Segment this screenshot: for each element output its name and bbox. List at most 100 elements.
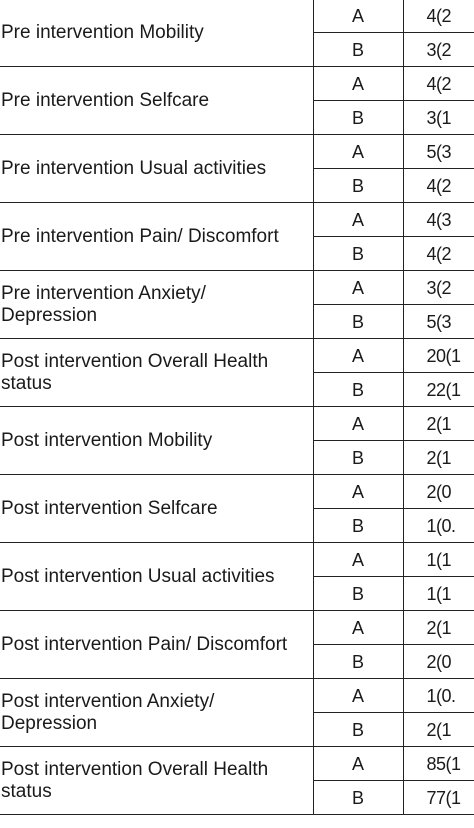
row-label: Pre intervention Mobility bbox=[1, 21, 204, 43]
table-row: B 77(1 bbox=[0, 780, 474, 815]
value-cell: 4(3 bbox=[402, 202, 474, 237]
table-row: Post intervention Anxiety/ Depression A 1(… bbox=[0, 678, 474, 747]
group-cell: B bbox=[312, 440, 404, 475]
row-label: Post intervention Selfcare bbox=[1, 497, 218, 519]
row-label: Post intervention Pain/ Discomfort bbox=[1, 633, 288, 655]
value-text: 1(1 bbox=[426, 583, 452, 604]
group-cell: B bbox=[312, 100, 404, 135]
group-cell: B bbox=[312, 644, 404, 679]
row-label: Pre intervention Pain/ Discomfort bbox=[1, 225, 279, 247]
group-cell: A bbox=[312, 66, 404, 101]
row-label: Pre intervention Usual activities bbox=[1, 157, 267, 179]
group-cell: A bbox=[312, 202, 404, 237]
table-row: B 2(0 bbox=[0, 644, 474, 679]
group-cell: B bbox=[312, 576, 404, 611]
group-cell: B bbox=[312, 508, 404, 543]
value-text: 2(0 bbox=[426, 481, 452, 502]
value-cell: 4(2 bbox=[402, 0, 474, 33]
row-label: Post intervention Overall Health status bbox=[1, 758, 269, 802]
group-cell: A bbox=[312, 542, 404, 577]
value-cell: 2(0 bbox=[402, 474, 474, 509]
row-label: Pre intervention Anxiety/ Depression bbox=[1, 282, 206, 326]
row-label-cell: Pre intervention Pain/ Discomfort bbox=[0, 202, 314, 271]
table-row: B 1(0. bbox=[0, 508, 474, 543]
row-label-cell: Post intervention Pain/ Discomfort bbox=[0, 610, 314, 679]
value-cell: 2(1 bbox=[402, 406, 474, 441]
table-row: Pre intervention Anxiety/ Depression A 3(2 bbox=[0, 270, 474, 339]
value-text: 22(1 bbox=[426, 379, 462, 400]
value-text: 4(3 bbox=[426, 209, 452, 230]
value-text: 4(2 bbox=[426, 243, 452, 264]
group-cell: A bbox=[312, 406, 404, 441]
value-cell: 1(1 bbox=[402, 576, 474, 611]
table-row: Pre intervention Selfcare A 4(2 bbox=[0, 66, 474, 135]
value-text: 2(1 bbox=[426, 719, 452, 740]
value-text: 3(2 bbox=[426, 277, 452, 298]
row-label: Post intervention Usual activities bbox=[1, 565, 275, 587]
table-row: Post intervention Usual activities A 1(1 bbox=[0, 542, 474, 611]
table-row: Post intervention Overall Health status A… bbox=[0, 746, 474, 815]
value-text: 3(1 bbox=[426, 107, 452, 128]
row-label-cell: Post intervention Usual activities bbox=[0, 542, 314, 611]
value-cell: 20(1 bbox=[402, 338, 474, 373]
group-cell: A bbox=[312, 338, 404, 373]
group-cell: A bbox=[312, 746, 404, 781]
value-text: 4(2 bbox=[426, 5, 452, 26]
table-row: B 2(1 bbox=[0, 440, 474, 475]
value-cell: 3(1 bbox=[402, 100, 474, 135]
value-text: 2(1 bbox=[426, 617, 452, 638]
value-cell: 85(1 bbox=[402, 746, 474, 781]
row-label-cell: Pre intervention Usual activities bbox=[0, 134, 314, 203]
value-cell: 5(3 bbox=[402, 134, 474, 169]
group-cell: A bbox=[312, 678, 404, 713]
value-text: 5(3 bbox=[426, 141, 452, 162]
row-label-cell: Pre intervention Anxiety/ Depression bbox=[0, 270, 314, 339]
row-label-cell: Pre intervention Selfcare bbox=[0, 66, 314, 135]
value-cell: 22(1 bbox=[402, 372, 474, 407]
row-label-cell: Pre intervention Mobility bbox=[0, 0, 314, 67]
group-cell: B bbox=[312, 712, 404, 747]
value-cell: 3(2 bbox=[402, 32, 474, 67]
group-cell: B bbox=[312, 32, 404, 67]
group-cell: B bbox=[312, 236, 404, 271]
value-cell: 2(1 bbox=[402, 712, 474, 747]
table-row: B 4(2 bbox=[0, 168, 474, 203]
value-text: 1(1 bbox=[426, 549, 452, 570]
value-text: 1(0. bbox=[426, 685, 457, 706]
value-cell: 77(1 bbox=[402, 780, 474, 815]
value-text: 1(0. bbox=[426, 515, 457, 536]
value-text: 5(3 bbox=[426, 311, 452, 332]
row-label: Post intervention Mobility bbox=[1, 429, 213, 451]
group-cell: A bbox=[312, 134, 404, 169]
value-text: 85(1 bbox=[426, 753, 462, 774]
group-cell: B bbox=[312, 168, 404, 203]
value-text: 4(2 bbox=[426, 175, 452, 196]
table-row: Post intervention Mobility A 2(1 bbox=[0, 406, 474, 475]
table-row: B 4(2 bbox=[0, 236, 474, 271]
row-label-cell: Post intervention Selfcare bbox=[0, 474, 314, 543]
table-row: Pre intervention Usual activities A 5(3 bbox=[0, 134, 474, 203]
value-cell: 4(2 bbox=[402, 236, 474, 271]
value-text: 4(2 bbox=[426, 73, 452, 94]
group-cell: B bbox=[312, 780, 404, 815]
value-cell: 1(1 bbox=[402, 542, 474, 577]
value-cell: 3(2 bbox=[402, 270, 474, 305]
value-cell: 1(0. bbox=[402, 678, 474, 713]
value-cell: 4(2 bbox=[402, 66, 474, 101]
row-label: Post intervention Overall Health status bbox=[1, 350, 269, 394]
value-cell: 2(1 bbox=[402, 440, 474, 475]
table-row: B 1(1 bbox=[0, 576, 474, 611]
row-label: Pre intervention Selfcare bbox=[1, 89, 210, 111]
value-cell: 1(0. bbox=[402, 508, 474, 543]
table-row: Post intervention Selfcare A 2(0 bbox=[0, 474, 474, 543]
row-label-cell: Post intervention Overall Health status bbox=[0, 338, 314, 407]
group-cell: A bbox=[312, 0, 404, 33]
table-row: Post intervention Pain/ Discomfort A 2(1 bbox=[0, 610, 474, 679]
table-row: Pre intervention Pain/ Discomfort A 4(3 bbox=[0, 202, 474, 271]
value-cell: 2(1 bbox=[402, 610, 474, 645]
value-text: 20(1 bbox=[426, 345, 462, 366]
value-text: 77(1 bbox=[426, 787, 462, 808]
